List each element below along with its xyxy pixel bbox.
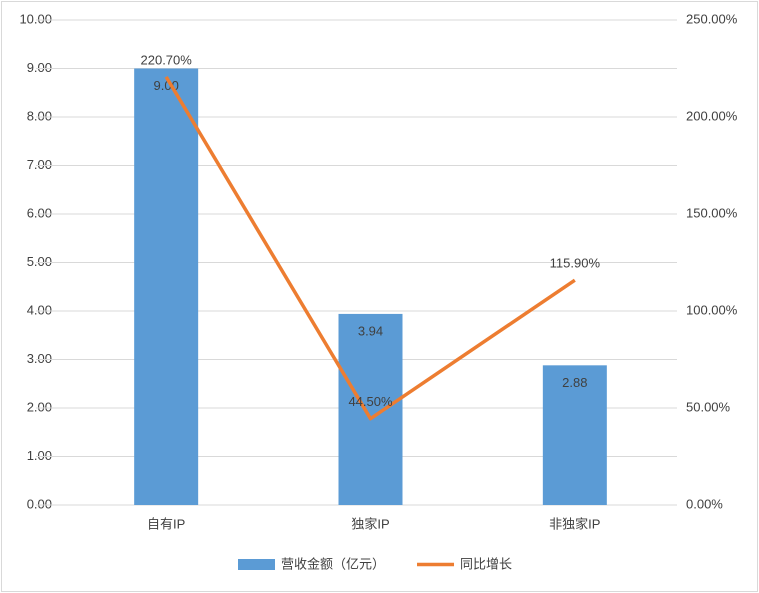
bar-value-label: 2.88	[562, 375, 587, 390]
y2-tick-label: 250.00%	[686, 11, 738, 26]
y2-tick-label: 100.00%	[686, 302, 738, 317]
y-tick-label: 4.00	[27, 302, 52, 317]
bar	[542, 365, 607, 505]
y2-tick-label: 0.00%	[686, 496, 723, 511]
bar	[134, 68, 199, 505]
x-tick-label: 非独家IP	[549, 516, 600, 531]
y-tick-label: 3.00	[27, 351, 52, 366]
y-tick-label: 8.00	[27, 108, 52, 123]
y2-tick-label: 50.00%	[686, 399, 731, 414]
y-tick-label: 7.00	[27, 157, 52, 172]
y-tick-label: 1.00	[27, 448, 52, 463]
bar	[338, 313, 403, 505]
legend-swatch	[238, 559, 275, 570]
x-tick-label: 自有IP	[147, 516, 185, 531]
x-tick-label: 独家IP	[351, 516, 389, 531]
y2-tick-label: 200.00%	[686, 108, 738, 123]
legend-label: 同比增长	[460, 556, 512, 571]
y-tick-label: 6.00	[27, 205, 52, 220]
line-value-label: 44.50%	[348, 394, 393, 409]
y-tick-label: 9.00	[27, 60, 52, 75]
y-tick-label: 0.00	[27, 496, 52, 511]
legend-label: 营收金额（亿元）	[281, 556, 385, 571]
bar-value-label: 3.94	[358, 323, 383, 338]
line-value-label: 220.70%	[141, 52, 193, 67]
line-value-label: 115.90%	[550, 256, 601, 271]
y-tick-label: 10.00	[19, 11, 52, 26]
y-tick-label: 2.00	[27, 399, 52, 414]
y-tick-label: 5.00	[27, 254, 52, 269]
line	[164, 75, 576, 421]
y2-tick-label: 150.00%	[686, 205, 738, 220]
